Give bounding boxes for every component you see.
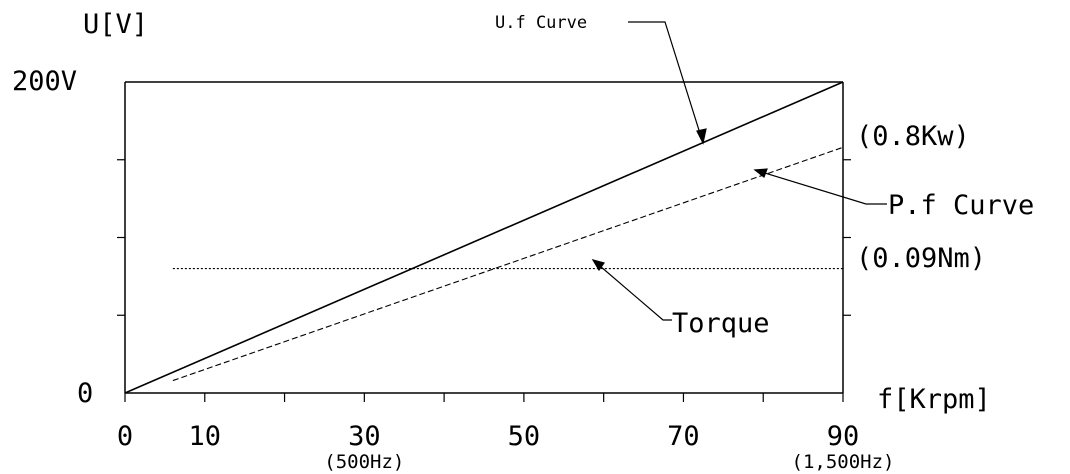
y-axis-title: U[V] bbox=[83, 9, 148, 40]
series-line-u-f-curve bbox=[124, 81, 844, 394]
x-tick-label-3: 50 bbox=[508, 421, 541, 452]
pf-curve-label: P.f Curve bbox=[888, 190, 1034, 221]
x-tick-label-5: 90 bbox=[827, 421, 860, 452]
torque-leader-line bbox=[592, 259, 672, 321]
x-tick-label-0: 0 bbox=[117, 421, 133, 452]
uf-curve-label: U.f Curve bbox=[495, 13, 587, 33]
x-tick-labels: 0 10 30(500Hz) 50 70 90(1,500Hz) bbox=[117, 421, 895, 473]
torque-value-label: (0.09Nm) bbox=[856, 243, 986, 274]
torque-label: Torque bbox=[672, 308, 770, 339]
x-tick-label-2: 30 bbox=[348, 421, 381, 452]
torque-leader-arrow bbox=[591, 259, 605, 272]
x-axis-title: f[Krpm] bbox=[877, 384, 991, 415]
y-zero-label: 0 bbox=[77, 378, 93, 409]
series-line-p-f-curve bbox=[172, 146, 844, 382]
x-tick-sublabel-5: (1,500Hz) bbox=[792, 451, 895, 473]
pf-value-label: (0.8Kw) bbox=[856, 121, 970, 152]
uf-leader-line bbox=[628, 21, 704, 144]
x-axis-ticks bbox=[124, 393, 844, 402]
pf-leader-line bbox=[754, 169, 887, 205]
x-tick-label-4: 70 bbox=[667, 421, 700, 452]
pf-leader-arrow bbox=[753, 168, 768, 178]
y-max-label: 200V bbox=[12, 66, 77, 97]
x-tick-sublabel-2: (500Hz) bbox=[324, 451, 404, 473]
series-layer bbox=[124, 81, 844, 394]
y-axis-ticks bbox=[117, 159, 851, 316]
uf-leader-arrow bbox=[696, 128, 707, 145]
annotation-leaders bbox=[591, 21, 887, 321]
x-tick-label-1: 10 bbox=[189, 421, 222, 452]
